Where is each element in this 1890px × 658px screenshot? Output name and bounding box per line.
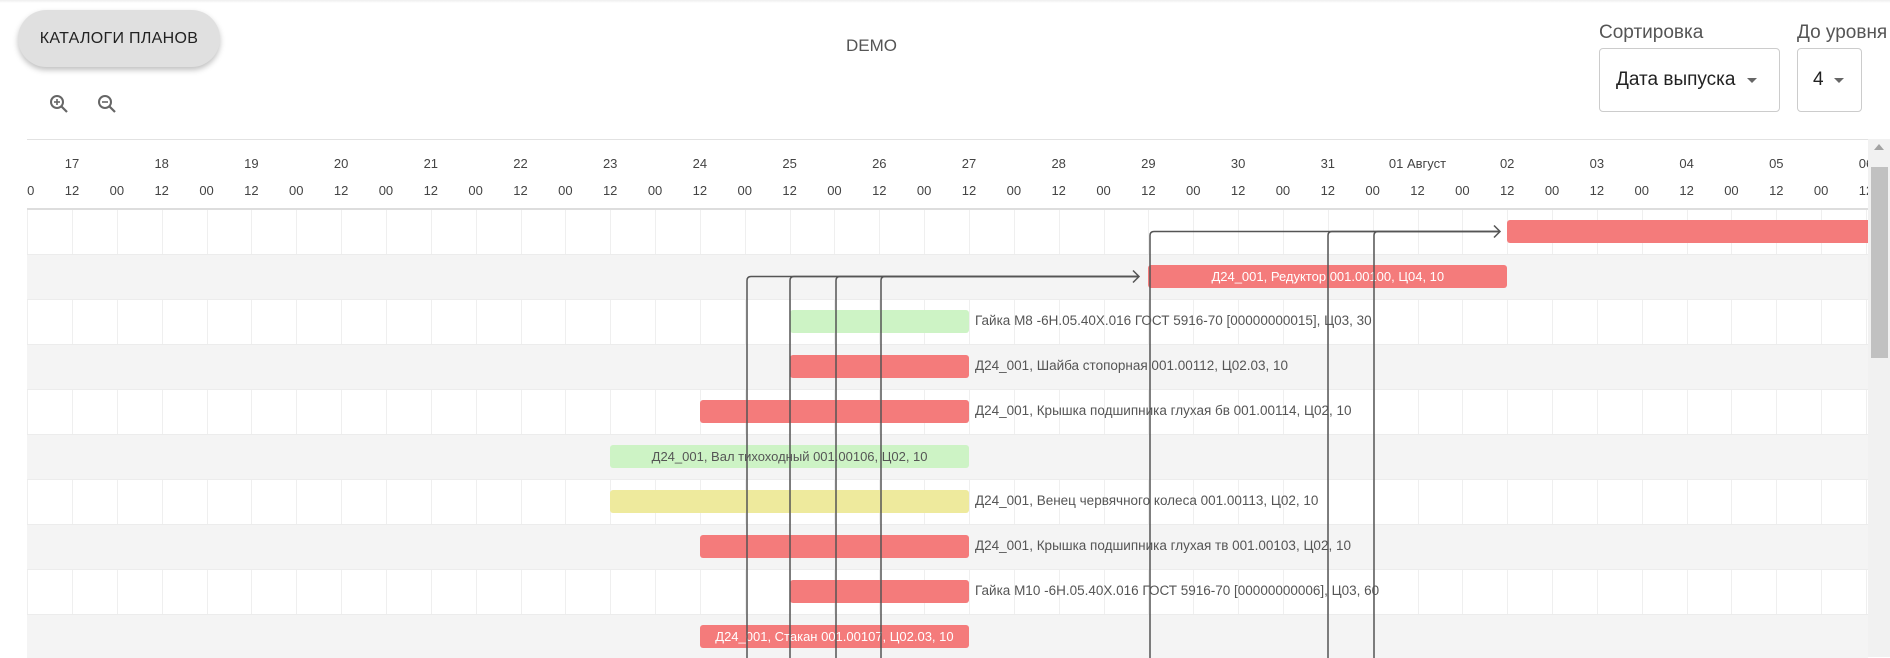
plan-title: DEMO [846, 36, 897, 56]
sort-value: Дата выпуска [1616, 69, 1735, 91]
gantt-chart: 1700121800121900122000122100122200122300… [27, 139, 1868, 658]
level-label: До уровня [1797, 22, 1887, 44]
dependency-connectors [27, 140, 1868, 658]
plan-catalogs-button[interactable]: КАТАЛОГИ ПЛАНОВ [18, 10, 220, 67]
sort-label: Сортировка [1599, 22, 1703, 44]
dependency-line [881, 277, 1139, 658]
dependency-line [747, 277, 1139, 658]
chevron-down-icon [1834, 78, 1844, 83]
dependency-line [1374, 232, 1500, 658]
chevron-down-icon [1747, 78, 1757, 83]
scrollbar-thumb[interactable] [1871, 167, 1888, 358]
sort-select[interactable]: Дата выпуска [1599, 48, 1780, 112]
level-select[interactable]: 4 [1797, 48, 1862, 112]
zoom-out-icon[interactable] [95, 92, 119, 116]
dependency-line [1150, 232, 1500, 658]
scroll-up-arrow-icon[interactable] [1874, 144, 1884, 150]
dependency-line [790, 277, 1139, 658]
top-shadow [0, 0, 1890, 3]
level-value: 4 [1813, 69, 1824, 91]
dependency-line [1328, 232, 1500, 658]
zoom-in-icon[interactable] [47, 92, 71, 116]
